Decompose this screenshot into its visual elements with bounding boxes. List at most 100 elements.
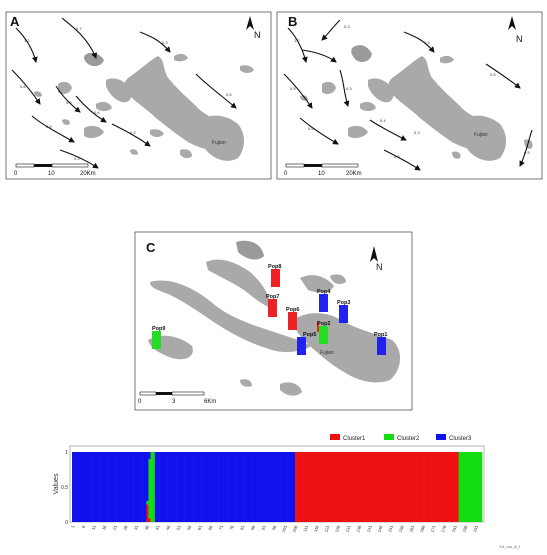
current-label: 0.8 (20, 84, 26, 89)
x-tick-label: 91 (260, 524, 267, 531)
x-tick-label: 141 (366, 524, 373, 533)
structure-plot: 00.51 1 6 11 16 21 26 31 36 41 46 51 56 61 66 71 76 81 86… (53, 434, 521, 549)
bar-segment (369, 452, 372, 522)
y-tick-label: 0 (65, 520, 68, 526)
bar-segment (363, 452, 366, 522)
x-tick-label: 61 (197, 524, 204, 531)
pop-label: Pop1 (374, 332, 387, 338)
x-tick-label: 106 (291, 524, 298, 533)
bar-segment (452, 452, 455, 522)
x-tick-label: 186 (461, 524, 468, 533)
bar-segment (142, 452, 145, 522)
bar-segment (358, 452, 362, 522)
legend-label: Cluster2 (397, 436, 420, 442)
pop-bar-pop6: Pop6 (286, 307, 299, 330)
north-label: N (254, 30, 261, 40)
bar-segment (186, 452, 190, 522)
bar-segment (224, 452, 228, 522)
current-label: 0.5 (308, 126, 314, 131)
bar-segment (318, 452, 321, 522)
bar-segment (431, 452, 434, 522)
bar-segment (331, 452, 334, 522)
bar-segment (454, 452, 457, 522)
pop-bar-pop9: Pop9 (152, 326, 165, 349)
bar-segment (148, 518, 151, 522)
pop-bar-pop2: Pop2 (317, 321, 330, 344)
bar-segment (207, 452, 211, 522)
bar-segment (335, 452, 338, 522)
bar-segment (76, 452, 79, 522)
y-axis-label: Values (53, 473, 60, 494)
legend-label: Cluster3 (449, 436, 472, 442)
current-label: 0.4 (94, 110, 100, 115)
bar-segment (288, 452, 292, 522)
current-label: 0.3 (346, 86, 352, 91)
bar-segment (309, 452, 313, 522)
current-label: 0.3 (424, 40, 430, 45)
bar-segment (471, 452, 474, 522)
bar-segment (375, 452, 379, 522)
bar-segment (462, 452, 466, 522)
bar-segment (133, 452, 137, 522)
bar-segment (159, 452, 162, 522)
y-axis: 00.51 (61, 450, 68, 526)
bar-segment (91, 452, 94, 522)
bar-segment (218, 452, 222, 522)
pop-label: Pop2 (317, 321, 330, 327)
bar-segment (122, 452, 126, 522)
bar-segment (403, 452, 406, 522)
bar-segment (324, 452, 328, 522)
bar-segment (93, 452, 96, 522)
current-label: 1.2 (24, 38, 30, 43)
bar-segment (350, 452, 353, 522)
x-tick-label: 81 (239, 524, 246, 531)
pop-bar-pop5: Pop5 (297, 332, 316, 355)
panel-letter: B (288, 14, 297, 29)
bar-segment (456, 452, 459, 522)
bar-segment (105, 452, 109, 522)
current-label: 0.4 (380, 118, 386, 123)
bar-segment (199, 452, 202, 522)
bar-segment (180, 452, 183, 522)
bar-segment (388, 452, 391, 522)
town-label: Fujian (474, 132, 488, 138)
scale-tick: 6Km (204, 399, 216, 405)
bar-segment (337, 452, 340, 522)
bar-segment (220, 452, 224, 522)
current-label: 0.3 (130, 130, 136, 135)
town-label: Fujian (212, 140, 226, 146)
bar-segment (146, 452, 149, 501)
scale-tick: 0 (14, 171, 18, 177)
bar-segment (139, 452, 143, 522)
bar-segment (212, 452, 215, 522)
bar-segment (205, 452, 209, 522)
bar-segment (88, 452, 92, 522)
bar-segment (72, 452, 75, 522)
y-tick-label: 1 (65, 450, 68, 456)
bar-segment (146, 501, 149, 505)
x-tick-label: 56 (186, 524, 193, 531)
x-tick-label: 126 (334, 524, 341, 533)
pop-label: Pop4 (317, 289, 331, 295)
bar-segment (435, 452, 438, 522)
pop-label: Pop3 (337, 300, 350, 306)
north-arrow-icon: N (508, 16, 523, 44)
bar-segment (144, 452, 147, 522)
bar-segment (137, 452, 141, 522)
bar-segment (256, 452, 260, 522)
bar-segment (154, 452, 158, 522)
scale-bar: 0 3 6Km (138, 391, 216, 405)
pop-bar-pop1: Pop1 (374, 332, 387, 355)
bar-segment (97, 452, 100, 522)
bar-segment (152, 452, 156, 522)
bar-segment (439, 452, 442, 522)
bar-segment (95, 452, 98, 522)
current-label: 0.3 (394, 154, 400, 159)
bar-segment (422, 452, 425, 522)
current-label: 0.5 (524, 150, 530, 155)
bar-segment (99, 452, 103, 522)
bar-segment (346, 452, 349, 522)
x-tick-label: 36 (144, 524, 151, 531)
bar-segment (231, 452, 234, 522)
bar-segment (384, 452, 387, 522)
